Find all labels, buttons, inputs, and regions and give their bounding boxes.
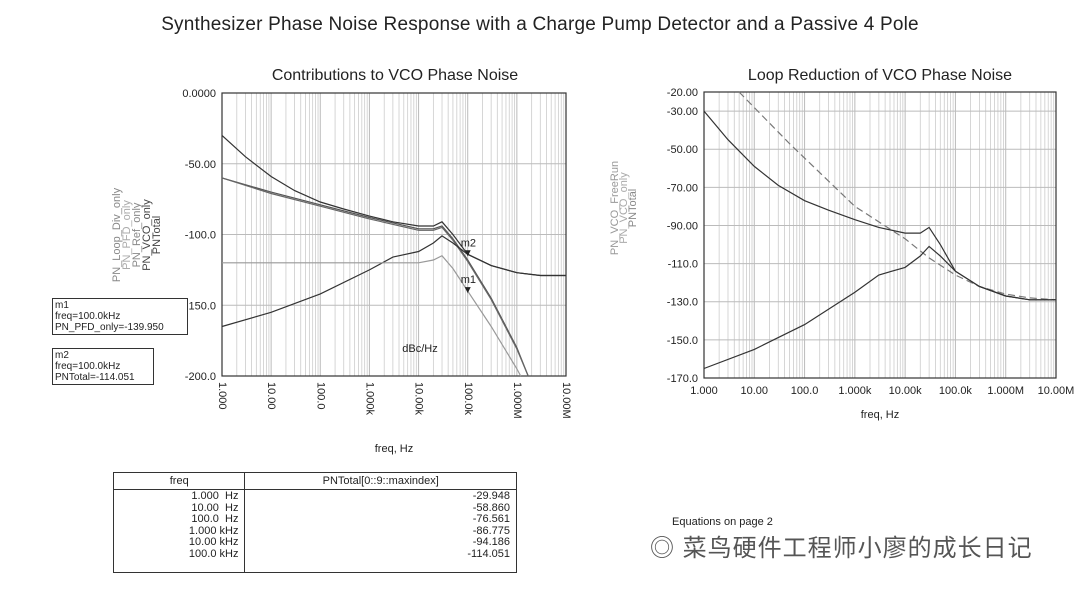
pn-total-table: freq PNTotal[0::9::maxindex] 1.000 Hz 10.0…: [112, 472, 517, 573]
y-tick-label: -30.00: [667, 106, 698, 118]
series-pn-pfd-only: [222, 254, 522, 377]
marker-freq: freq=100.0kHz: [55, 311, 121, 322]
series-pn-loop-div-only: [221, 177, 529, 377]
y-tick-label: -130.0: [667, 297, 698, 309]
y-tick-label: -110.0: [668, 259, 698, 271]
y-tick-label: -90.00: [667, 220, 698, 232]
legend-entry: PN_Loop_Div_only: [111, 187, 123, 282]
y-tick-label: -70.00: [667, 182, 698, 194]
series-pn-ref-only: [221, 177, 529, 377]
marker-triangle: [464, 250, 471, 257]
marker-value: PN_PFD_only=-139.950: [55, 322, 164, 333]
main-title: Synthesizer Phase Noise Response with a …: [161, 14, 919, 35]
x-tick-label: 10.00k: [889, 385, 923, 397]
marker-name: m1: [55, 300, 69, 311]
y-tick-label: -20.00: [667, 87, 698, 99]
table-cell: 1.000 Hz: [191, 490, 239, 502]
series-pn-vco-only: [221, 235, 566, 328]
x-tick-label: 100.0: [314, 382, 326, 410]
table-cell: -76.561: [472, 513, 510, 525]
plot-frame: [221, 92, 567, 377]
x-tick-label: 100.0k: [462, 382, 474, 416]
x-axis-label: freq, Hz: [861, 409, 900, 421]
x-tick-label: 1.000M: [511, 382, 523, 419]
legend-entry: PN_PFD_only: [121, 200, 133, 270]
watermark: ◎ 菜鸟硬件工程师小廖的成长日记: [650, 535, 1033, 562]
value-column: -29.948 -58.860 -76.561 -86.775 -94.186 -114.…: [244, 489, 517, 573]
y-tick-label: -100.0: [185, 230, 216, 242]
marker-m2-readout[interactable]: m2 freq=100.0kHz PNTotal=-114.051: [52, 348, 154, 385]
x-tick-label: 1.000k: [838, 385, 872, 397]
marker-label: m2: [461, 237, 476, 249]
series-pn-vco-only: [703, 245, 1056, 370]
legend-entry: PNTotal: [627, 189, 639, 228]
legend-entry: PN_Ref_only: [131, 202, 143, 267]
table-cell: 100.0 kHz: [188, 547, 239, 560]
legend-entry: PN_VCO_FreeRun: [609, 161, 621, 255]
chart-title: Contributions to VCO Phase Noise: [272, 67, 518, 84]
x-tick-label: 10.00k: [413, 382, 425, 416]
watermark-text: 菜鸟硬件工程师小廖的成长日记: [682, 535, 1033, 562]
column-header-freq: freq: [112, 472, 246, 490]
table-cell: -86.775: [472, 524, 510, 537]
table-cell: 100.0 Hz: [191, 513, 239, 525]
legend-entry: PN_VCO_only: [618, 172, 630, 244]
legend-entry: PN_VCO_only: [141, 199, 153, 271]
y-tick-label: -200.0: [185, 371, 216, 383]
x-tick-label: 10.00: [741, 385, 769, 397]
x-tick-label: 100.0k: [939, 385, 973, 397]
table-cell: 10.00 kHz: [188, 536, 239, 548]
marker-label: m1: [461, 274, 476, 286]
x-tick-label: 1.000: [216, 382, 228, 410]
freq-column: 1.000 Hz 10.00 Hz 100.0 Hz 1.000 kHz 10.00 k…: [112, 489, 246, 573]
x-tick-label: 100.0: [791, 385, 819, 397]
marker-freq: freq=100.0kHz: [55, 361, 121, 372]
table-cell: -29.948: [472, 490, 510, 502]
x-tick-label: 10.00M: [1038, 385, 1075, 397]
table-cell: -58.860: [472, 501, 510, 514]
marker-triangle: [464, 287, 471, 294]
marker-m1-readout[interactable]: m1 freq=100.0kHz PN_PFD_only=-139.950: [52, 298, 188, 335]
x-tick-label: 1.000k: [364, 382, 376, 416]
marker-name: m2: [55, 350, 69, 361]
x-tick-label: 1.000: [690, 385, 718, 397]
y-tick-label: -50.00: [667, 144, 698, 156]
unit-label: dBc/Hz: [402, 343, 437, 355]
y-tick-label: -170.0: [667, 373, 698, 385]
table-cell: 10.00 Hz: [191, 501, 239, 514]
equations-note: Equations on page 2: [672, 516, 773, 528]
x-axis-label: freq, Hz: [375, 443, 414, 455]
chart-title: Loop Reduction of VCO Phase Noise: [748, 67, 1012, 84]
y-tick-label: -150.0: [667, 335, 698, 347]
y-tick-label: -50.00: [185, 159, 216, 171]
y-tick-label: -150.0: [185, 300, 216, 312]
table-cell: -94.186: [472, 536, 510, 548]
table-cell: -114.051: [467, 547, 510, 560]
x-tick-label: 10.00: [265, 382, 277, 410]
series-pn-vco-freerun: [738, 91, 1057, 301]
x-tick-label: 10.00M: [560, 382, 572, 419]
legend-entry: PNTotal: [151, 216, 163, 255]
plot-frame: [703, 91, 1057, 379]
x-tick-label: 1.000M: [987, 385, 1024, 397]
y-tick-label: 0.0000: [182, 88, 216, 100]
marker-value: PNTotal=-114.051: [55, 372, 135, 383]
table-cell: 1.000 kHz: [188, 524, 239, 537]
column-header-pntotal: PNTotal[0::9::maxindex]: [244, 472, 517, 490]
